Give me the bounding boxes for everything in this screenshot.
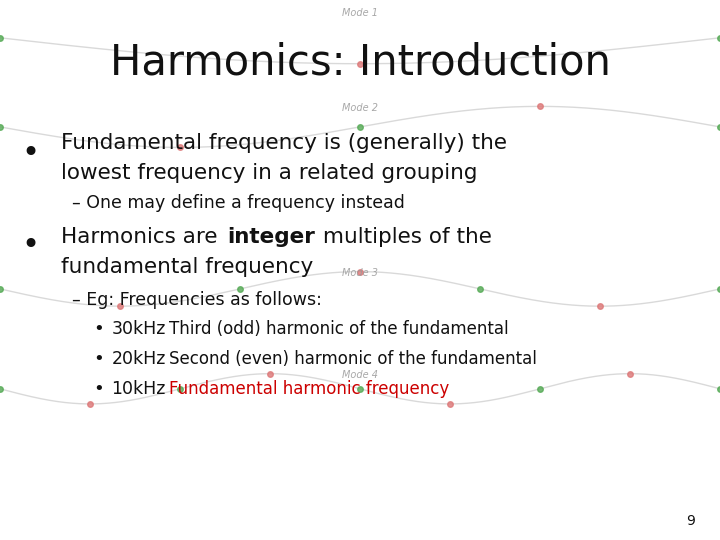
Text: – Eg: Frequencies as follows:: – Eg: Frequencies as follows:	[72, 291, 322, 309]
Text: •: •	[22, 139, 40, 168]
Text: – One may define a frequency instead: – One may define a frequency instead	[72, 193, 405, 212]
Text: 30kHz: 30kHz	[112, 320, 166, 339]
Text: integer: integer	[227, 226, 315, 247]
Text: 9: 9	[686, 514, 695, 528]
Text: Mode 1: Mode 1	[342, 9, 378, 18]
Text: •: •	[94, 350, 104, 368]
Text: Mode 4: Mode 4	[342, 370, 378, 380]
Text: Second (even) harmonic of the fundamental: Second (even) harmonic of the fundamenta…	[169, 350, 537, 368]
Text: 10kHz: 10kHz	[112, 380, 166, 398]
Text: Harmonics are: Harmonics are	[61, 226, 225, 247]
Text: •: •	[22, 231, 40, 260]
Text: Fundamental frequency is (generally) the: Fundamental frequency is (generally) the	[61, 133, 507, 153]
Text: Mode 3: Mode 3	[342, 268, 378, 278]
Text: 20kHz: 20kHz	[112, 350, 166, 368]
Text: lowest frequency in a related grouping: lowest frequency in a related grouping	[61, 163, 477, 183]
Text: multiples of the: multiples of the	[317, 226, 492, 247]
Text: •: •	[94, 380, 104, 398]
Text: •: •	[94, 320, 104, 339]
Text: Fundamental harmonic frequency: Fundamental harmonic frequency	[169, 380, 449, 398]
Text: Mode 2: Mode 2	[342, 103, 378, 113]
Text: Third (odd) harmonic of the fundamental: Third (odd) harmonic of the fundamental	[169, 320, 509, 339]
Text: fundamental frequency: fundamental frequency	[61, 257, 313, 278]
Text: Harmonics: Introduction: Harmonics: Introduction	[109, 41, 611, 83]
